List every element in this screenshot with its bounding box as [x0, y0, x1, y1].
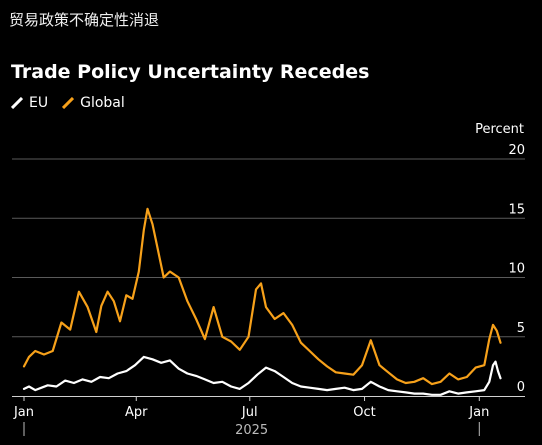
y-tick-label: 20 — [508, 143, 525, 158]
y-tick-label: 10 — [508, 262, 525, 277]
series-line-global — [22, 207, 502, 386]
legend-swatch-eu — [11, 97, 23, 109]
y-tick-label: 0 — [517, 380, 525, 395]
legend-item-global: Global — [62, 95, 125, 111]
legend: EU Global — [11, 95, 125, 111]
series-line-eu — [22, 355, 502, 396]
x-tick-label: Oct — [353, 405, 375, 420]
legend-label-eu: EU — [29, 95, 49, 111]
legend-label-global: Global — [80, 95, 125, 111]
x-year-label: 2025 — [235, 423, 268, 438]
chart-subtitle: 贸易政策不确定性消退 — [9, 11, 160, 29]
y-tick-label: 15 — [508, 202, 525, 217]
x-tick-label: Apr — [125, 405, 148, 420]
x-tick-label: Jan — [468, 405, 489, 420]
x-tick-label: Jan — [13, 405, 34, 420]
legend-swatch-global — [62, 97, 75, 109]
chart-title: Trade Policy Uncertainty Recedes — [11, 61, 370, 83]
legend-item-eu: EU — [11, 95, 48, 111]
y-tick-label: 5 — [517, 321, 525, 336]
x-tick-label: Jul — [241, 405, 258, 420]
y-axis-unit-label: Percent — [475, 122, 524, 137]
